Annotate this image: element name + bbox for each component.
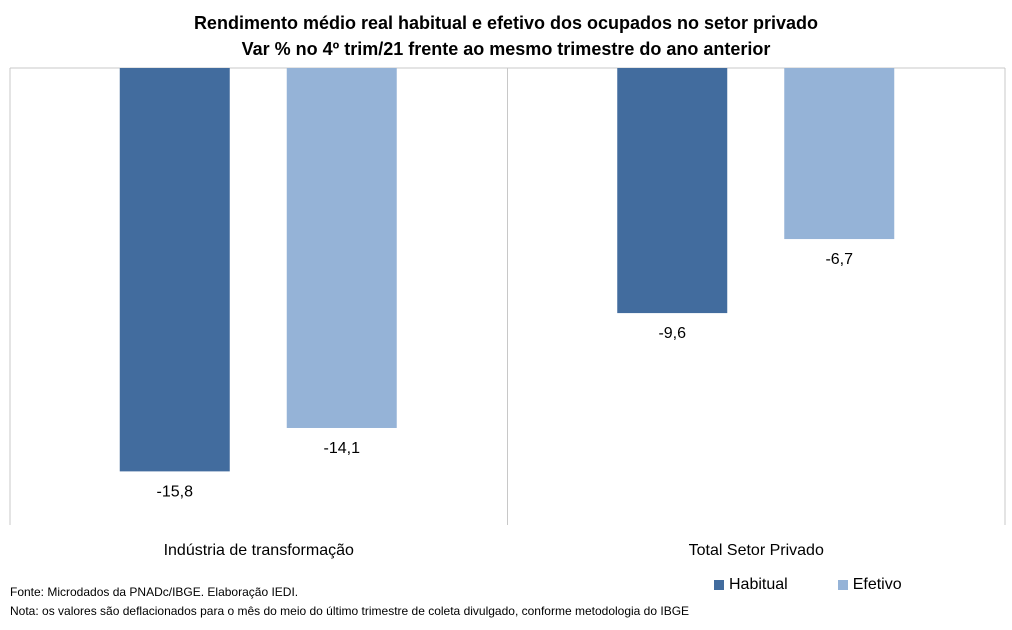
legend-item-habitual: Habitual (714, 576, 788, 594)
value-labels-group: -15,8 -14,1 -9,6 -6,7 (157, 251, 854, 500)
category-label: Total Setor Privado (689, 542, 824, 559)
chart-title-line: Rendimento médio real habitual e efetivo… (193, 13, 819, 33)
chart-title: Rendimento médio real habitual e efetivo… (0, 10, 1012, 62)
legend-swatch (837, 580, 848, 590)
legend-item-efetivo: Efetivo (837, 576, 902, 594)
bar-habitual (119, 68, 230, 472)
data-label: -15,8 (157, 483, 194, 500)
bars-group (119, 68, 895, 472)
category-labels-group: Indústria de transformação Total Setor Pr… (164, 542, 824, 559)
legend-swatch (714, 580, 724, 590)
category-label: Indústria de transformação (164, 542, 354, 559)
legend: Habitual Efetivo (714, 576, 952, 595)
legend-label: Efetivo (852, 576, 902, 593)
legend-label: Habitual (729, 576, 788, 593)
chart-subtitle: Var % no 4º trim/21 frente ao mesmo trim… (241, 39, 771, 59)
note-text: Nota: os valores são deflacionados para … (10, 604, 690, 618)
data-label: -6,7 (825, 251, 853, 268)
data-label: -9,6 (658, 325, 686, 342)
bar-habitual (617, 68, 728, 314)
source-text: Fonte: Microdados da PNADc/IBGE. Elabora… (10, 585, 299, 599)
bar-efetivo (286, 68, 397, 428)
bar-efetivo (784, 68, 895, 240)
data-label: -14,1 (324, 440, 361, 457)
